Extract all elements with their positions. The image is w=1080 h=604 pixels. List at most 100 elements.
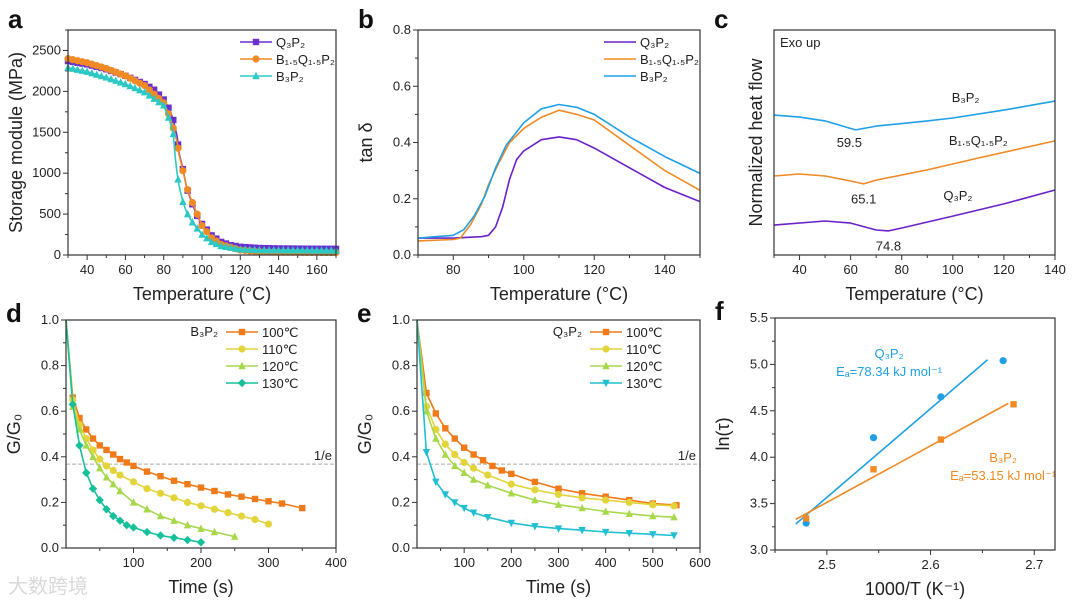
panel-label-b: b <box>358 4 374 34</box>
data-point <box>93 70 101 78</box>
series-line <box>773 140 1056 185</box>
data-point <box>317 246 326 254</box>
data-point <box>156 489 165 497</box>
data-point <box>112 76 120 84</box>
x-tick-label: 160 <box>306 262 328 277</box>
series-c-2 <box>773 189 1056 232</box>
series-d-2 <box>65 319 239 540</box>
data-point <box>625 529 633 538</box>
panel-d: d Time (s) G/G₀ 100 200 300 400 0.0 0.2 0.4 0.6 0.8… <box>4 298 347 597</box>
legend-entry: B₁.₅Q₁.₅P₂ <box>640 52 699 67</box>
data-point <box>95 495 104 505</box>
panel-b: b Temperature (°C) tan δ 80 100 120 140 0.0 0.2 0… <box>356 4 701 304</box>
data-point <box>145 86 153 94</box>
x-tick-label: 100 <box>453 555 475 570</box>
data-point <box>169 129 177 138</box>
legend-entry: B₃P₂ <box>276 69 304 84</box>
x-tick-label: 80 <box>446 262 460 277</box>
data-point <box>251 515 259 524</box>
y-tick-label: 0.4 <box>41 449 59 464</box>
data-point <box>265 245 273 254</box>
x-axis-label: Time (s) <box>168 577 233 597</box>
y-tick-label: 1500 <box>32 124 61 139</box>
legend-marker <box>602 328 610 336</box>
data-point <box>294 246 302 254</box>
data-point <box>143 468 151 475</box>
y-tick-label: 0.2 <box>392 494 410 509</box>
y-axis-label: ln(τ) <box>713 417 733 450</box>
data-point <box>432 478 440 487</box>
x-tick-label: 60 <box>843 262 857 277</box>
data-point <box>116 486 124 495</box>
data-point <box>507 480 515 488</box>
data-point <box>179 197 187 206</box>
data-point <box>531 486 539 494</box>
series-line <box>65 319 202 544</box>
data-point <box>165 104 172 111</box>
plot-frame <box>774 317 1056 551</box>
data-point <box>1010 401 1017 408</box>
y-tick-label: 0.4 <box>392 449 410 464</box>
data-point <box>278 500 286 507</box>
data-point <box>327 246 335 254</box>
x-tick-label: 100 <box>191 262 213 277</box>
data-point <box>469 509 478 517</box>
data-point <box>115 516 125 525</box>
x-tick-label: 300 <box>548 555 570 570</box>
data-point <box>174 144 182 152</box>
series-f-1: B₃P₂ Eₐ=53.15 kJ mol⁻¹ <box>795 401 1057 522</box>
annotation: B₁.₅Q₁.₅P₂ <box>949 133 1008 148</box>
data-point <box>578 490 586 497</box>
x-tick-label: 120 <box>229 262 251 277</box>
legend-title: B₃P₂ <box>190 324 218 339</box>
watermark: 大数跨境 <box>8 574 88 598</box>
data-point <box>224 491 232 498</box>
y-tick-label: 1.0 <box>392 312 410 327</box>
series-f-0: Q₃P₂ Eₐ=78.34 kJ mol⁻¹ <box>795 346 1007 527</box>
legend: Q₃P₂ B₁.₅Q₁.₅P₂ B₃P₂ <box>240 35 335 84</box>
y-tick-label: 0.4 <box>393 135 411 150</box>
data-point <box>140 87 149 96</box>
data-point <box>649 531 657 539</box>
series-c-0 <box>773 100 1056 131</box>
data-point <box>260 245 268 254</box>
data-point <box>264 520 273 528</box>
data-point <box>150 90 158 98</box>
data-point <box>554 525 563 533</box>
y-tick-label: 5.0 <box>750 356 768 371</box>
data-point <box>237 512 246 520</box>
data-point <box>451 499 459 507</box>
data-point <box>89 446 97 454</box>
data-point <box>96 442 103 449</box>
data-point <box>308 246 316 254</box>
legend-marker <box>252 71 260 80</box>
data-point <box>531 478 539 486</box>
y-tick-label: 0.0 <box>393 247 411 262</box>
panel-f: f 1000/T (K⁻¹) ln(τ) 2.5 2.6 2.7 3.0 3.5 4.0 4.5 5… <box>713 296 1057 599</box>
data-point <box>116 471 124 479</box>
data-point <box>145 91 154 99</box>
data-point <box>649 501 657 509</box>
legend-title: Q₃P₂ <box>553 324 582 339</box>
data-point <box>870 466 877 473</box>
data-point <box>97 71 106 80</box>
y-tick-label: 1000 <box>32 165 61 180</box>
series-line <box>417 103 701 239</box>
data-point <box>217 241 225 250</box>
data-point <box>126 81 134 90</box>
legend-marker <box>252 38 260 46</box>
legend-entry: 110℃ <box>626 342 661 357</box>
data-point <box>441 450 449 458</box>
y-tick-label: 3.0 <box>750 542 768 557</box>
data-point <box>238 493 245 500</box>
legend: Q₃P₂ B₁.₅Q₁.₅P₂ B₃P₂ <box>604 35 699 84</box>
data-point <box>82 441 90 449</box>
data-point <box>484 481 492 489</box>
data-point <box>210 505 219 513</box>
data-point <box>170 494 178 502</box>
data-point <box>555 485 562 492</box>
data-point <box>193 210 201 218</box>
data-point <box>155 97 163 106</box>
data-point <box>625 509 633 517</box>
legend-entry: 130℃ <box>262 376 298 391</box>
